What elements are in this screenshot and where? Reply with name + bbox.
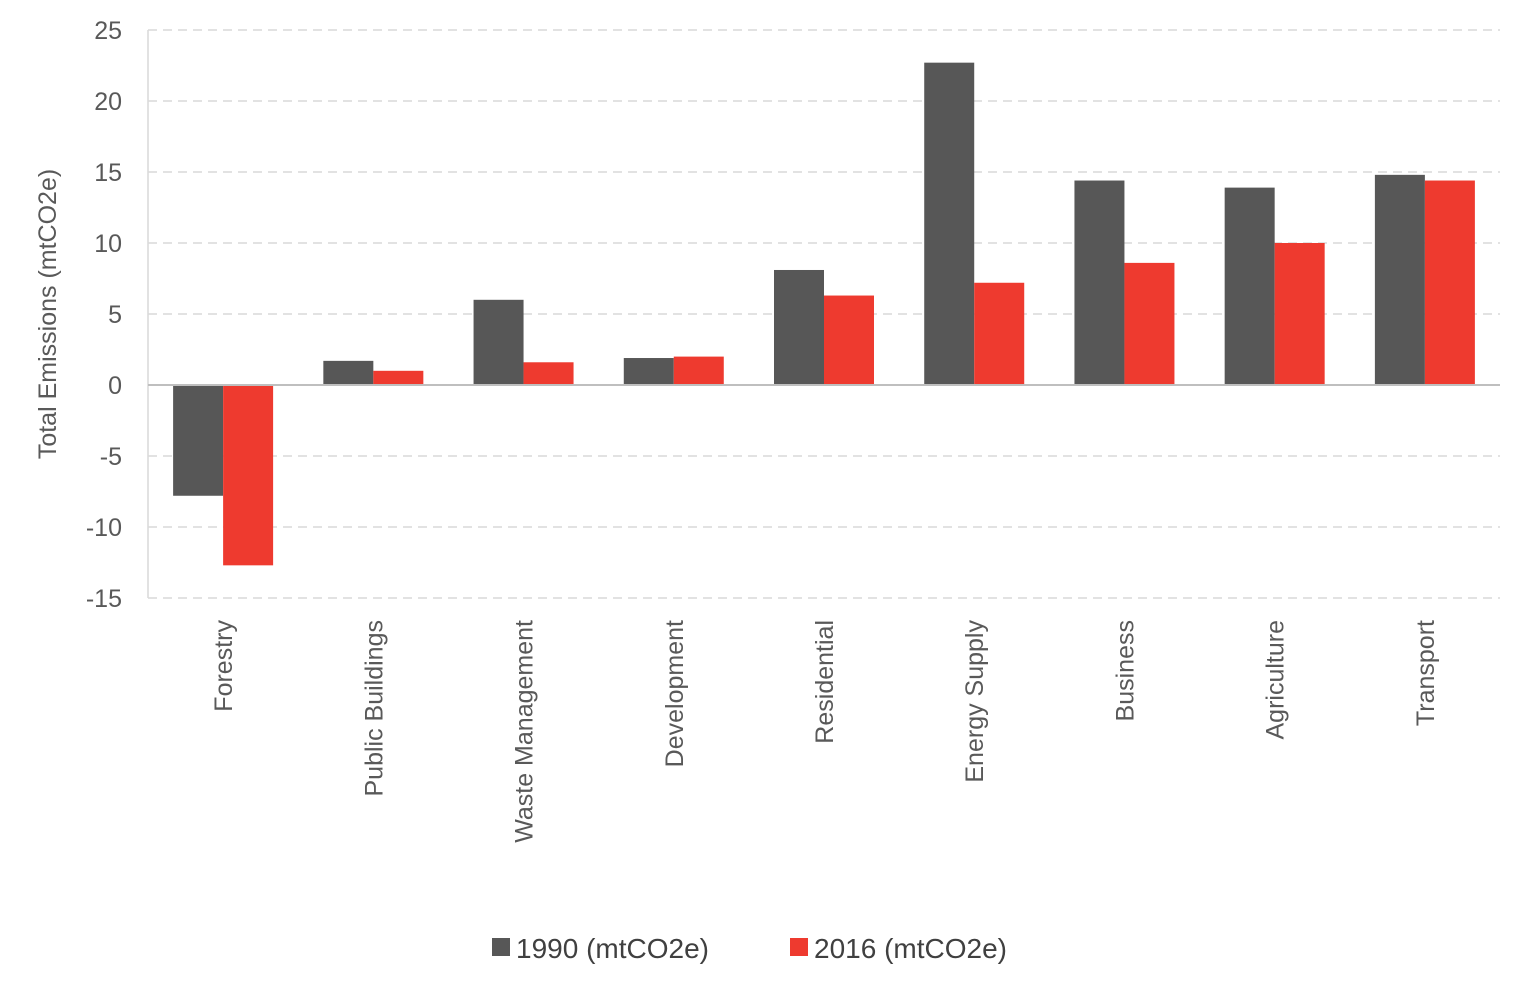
bar-2016	[673, 356, 724, 385]
y-tick-label: 15	[94, 159, 122, 187]
bar-1990	[1374, 174, 1425, 385]
legend-item: 2016 (mtCO2e)	[790, 933, 1007, 964]
legend-swatch	[492, 938, 510, 956]
x-tick-label: Forestry	[210, 620, 238, 712]
x-tick-label: Development	[661, 620, 689, 767]
bar-1990	[774, 269, 824, 385]
bar-2016	[824, 295, 874, 385]
bar-2016	[1124, 262, 1175, 385]
y-tick-label: -10	[86, 514, 122, 542]
y-tick-label: 0	[108, 372, 122, 400]
x-tick-label: Transport	[1412, 620, 1440, 726]
bar-2016	[373, 370, 424, 385]
bar-2016	[223, 385, 274, 566]
y-tick-label: -15	[86, 585, 122, 613]
x-tick-label: Waste Management	[511, 620, 539, 843]
x-tick-labels: Forestry Public Buildings Waste Management…	[210, 620, 1440, 843]
bar-2016	[523, 362, 574, 385]
y-tick-label: 5	[108, 301, 122, 329]
bar-1990	[1074, 180, 1125, 385]
bar-2016	[1424, 180, 1475, 385]
legend-swatch	[790, 938, 808, 956]
y-tick-labels: 25 20 15 10 5 0 -5 -10 -15	[86, 17, 122, 613]
legend-label: 1990 (mtCO2e)	[516, 933, 709, 964]
bar-1990	[1224, 187, 1275, 385]
x-tick-label: Energy Supply	[961, 620, 989, 783]
x-tick-label: Public Buildings	[360, 620, 388, 797]
bar-2016	[974, 282, 1025, 385]
bar-1990	[323, 360, 374, 385]
x-tick-label: Agriculture	[1262, 620, 1290, 740]
y-tick-label: -5	[100, 443, 122, 471]
bar-1990	[924, 62, 975, 385]
bar-1990	[173, 385, 224, 496]
legend: 1990 (mtCO2e) 2016 (mtCO2e)	[492, 933, 1007, 964]
y-tick-label: 10	[94, 230, 122, 258]
legend-item: 1990 (mtCO2e)	[492, 933, 709, 964]
bars	[173, 62, 1475, 566]
legend-label: 2016 (mtCO2e)	[814, 933, 1007, 964]
axes	[147, 30, 1500, 598]
x-tick-label: Business	[1111, 620, 1139, 721]
bar-1990	[473, 299, 524, 385]
bar-2016	[1274, 243, 1325, 385]
y-axis-title: Total Emissions (mtCO2e)	[34, 169, 62, 459]
bar-1990	[623, 358, 674, 385]
y-tick-label: 20	[94, 88, 122, 116]
y-tick-label: 25	[94, 17, 122, 45]
x-tick-label: Residential	[811, 620, 839, 744]
